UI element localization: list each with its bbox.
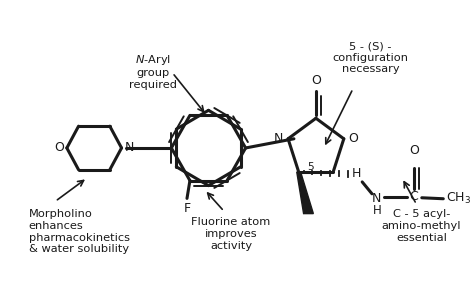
Text: N: N xyxy=(273,132,283,145)
Text: H: H xyxy=(373,204,381,217)
Text: Morpholino
enhances
pharmacokinetics
& water solubility: Morpholino enhances pharmacokinetics & w… xyxy=(29,209,130,254)
Text: $\it{N}$-Aryl
group
required: $\it{N}$-Aryl group required xyxy=(129,53,177,90)
Text: O: O xyxy=(54,142,64,155)
Text: O: O xyxy=(349,132,358,145)
Text: Fluorine atom
improves
activity: Fluorine atom improves activity xyxy=(191,217,271,251)
Text: C - 5 acyl-
amino-methyl
essential: C - 5 acyl- amino-methyl essential xyxy=(382,209,461,242)
Text: N: N xyxy=(372,192,382,205)
Text: F: F xyxy=(183,202,191,215)
Text: C: C xyxy=(410,190,419,203)
Polygon shape xyxy=(297,172,313,214)
Text: O: O xyxy=(409,144,419,157)
Text: N: N xyxy=(125,142,134,155)
Text: H: H xyxy=(352,168,361,180)
Text: CH$_3$: CH$_3$ xyxy=(447,191,472,206)
Text: O: O xyxy=(311,74,321,87)
Text: 5: 5 xyxy=(307,162,314,172)
Text: 5 - (S) -
configuration
necessary: 5 - (S) - configuration necessary xyxy=(333,41,409,74)
